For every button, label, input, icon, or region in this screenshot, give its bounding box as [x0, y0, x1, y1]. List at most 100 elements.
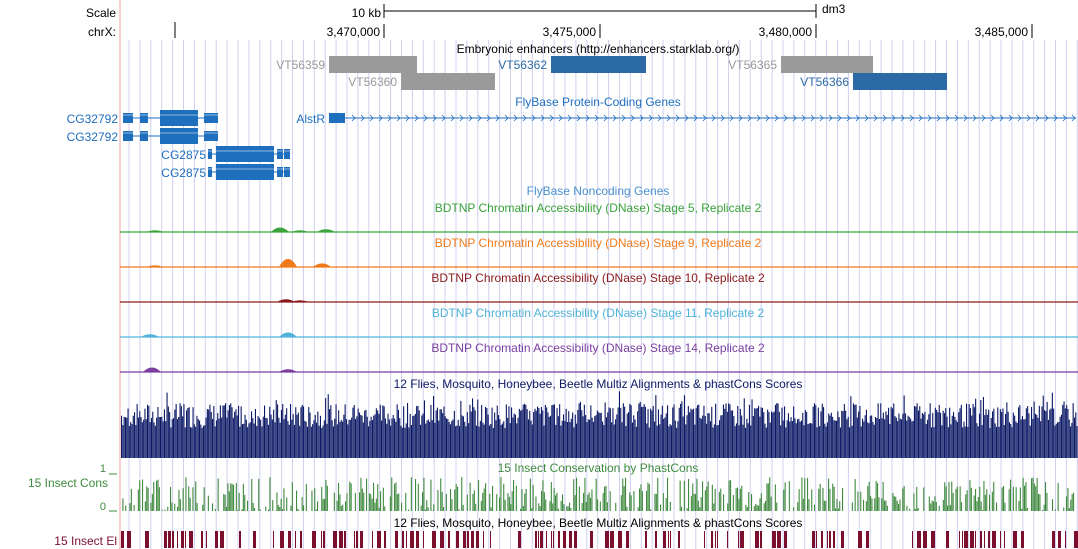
phastcons-bar [1070, 499, 1072, 511]
gene-exon[interactable] [277, 167, 283, 177]
enhancer-feature[interactable] [401, 73, 495, 90]
phastcons-bar [1022, 477, 1024, 511]
strand-arrow [999, 114, 1004, 122]
gene-exon[interactable] [284, 149, 290, 159]
gene-label[interactable]: CG32792 [67, 130, 119, 144]
conserved-element [711, 531, 713, 548]
conserved-element [946, 531, 949, 548]
dnase-tracks[interactable]: BDTNP Chromatin Accessibility (DNase) St… [120, 201, 1078, 373]
multiz-bar [930, 427, 932, 458]
phastcons-bar [130, 488, 132, 511]
multiz-bar [403, 406, 405, 458]
multiz-bar [620, 407, 622, 458]
gene-exon[interactable] [160, 110, 198, 126]
gene-exon[interactable] [204, 131, 218, 141]
gene-exon[interactable] [123, 131, 133, 141]
multiz-bar [884, 419, 886, 458]
phastcons-bar [899, 499, 901, 511]
multiz-bar [193, 424, 195, 458]
multiz-bar [797, 419, 799, 458]
multiz-bar [652, 406, 654, 458]
enhancer-feature[interactable] [551, 56, 646, 73]
alstr-exon[interactable] [329, 113, 345, 123]
multiz-bar [335, 404, 337, 458]
phastcons-bar [584, 477, 586, 511]
enhancer-label[interactable]: VT56365 [728, 58, 777, 72]
conserved-element [456, 531, 459, 548]
conserved-element [715, 531, 716, 548]
phastcons-bar [801, 477, 803, 511]
phastcons-bar [552, 503, 554, 511]
phastcons-bar [993, 481, 995, 511]
multiz-bar [199, 420, 201, 458]
phastcons-track[interactable] [122, 477, 1075, 511]
multiz-bar [352, 407, 354, 458]
strand-arrow [783, 114, 788, 122]
gene-label-alstr[interactable]: AlstR [296, 112, 325, 126]
multiz-bar [551, 405, 553, 458]
strand-arrow [468, 114, 473, 122]
phastcons-bar [499, 497, 501, 511]
multiz-bar [1012, 412, 1014, 458]
conserved-element [402, 531, 404, 548]
enhancer-feature[interactable] [781, 56, 873, 73]
phastcons-bar [394, 483, 396, 511]
multiz-bar [559, 404, 561, 458]
phastcons-bar [892, 493, 894, 511]
gene-exon[interactable] [208, 167, 212, 177]
conserved-element [354, 531, 355, 548]
phastcons-bar [340, 506, 342, 511]
genes-track[interactable]: CG32792 CG32792 CG2875 CG2875 AlstR [67, 110, 1076, 180]
gene-exon[interactable] [208, 149, 212, 159]
phastcons-bar [860, 491, 862, 511]
gene-exon[interactable] [284, 167, 290, 177]
phastcons-bar [178, 489, 180, 511]
gene-exon[interactable] [216, 146, 274, 162]
multiz-bar [507, 417, 509, 458]
phastcons-bar [973, 495, 975, 511]
ruler-tick-label: 3,480,000 [759, 25, 813, 39]
gene-exon[interactable] [204, 113, 218, 123]
gene-exon[interactable] [140, 113, 148, 123]
elements-side-label[interactable]: 15 Insect El [54, 534, 117, 548]
multiz-bar [1023, 419, 1025, 458]
gene-exon[interactable] [123, 113, 133, 123]
phastcons-bar [192, 487, 194, 511]
gene-exon[interactable] [216, 164, 274, 180]
multiz-bar [1051, 392, 1053, 458]
gene-label[interactable]: CG32792 [67, 112, 119, 126]
gene-label[interactable]: CG2875 [161, 166, 206, 180]
phastcons-bar [839, 501, 841, 511]
multiz-bar [565, 408, 567, 458]
enhancer-feature[interactable] [853, 73, 947, 90]
multiz-bar [332, 426, 334, 458]
enhancer-label[interactable]: VT56366 [800, 75, 849, 89]
phastcons-bar [179, 499, 181, 511]
multiz-bar [955, 420, 957, 458]
enhancer-label[interactable]: VT56362 [498, 58, 547, 72]
gene-exon[interactable] [140, 131, 148, 141]
elements-track[interactable] [121, 531, 1078, 548]
gene-exon[interactable] [160, 128, 198, 144]
multiz-bar [590, 405, 592, 458]
multiz-bar [282, 403, 284, 458]
multiz-bar [516, 423, 518, 458]
phastcons-bar [1031, 478, 1033, 511]
enhancer-label[interactable]: VT56359 [276, 58, 325, 72]
genes-track-title: FlyBase Protein-Coding Genes [515, 95, 680, 109]
multiz-bar [585, 415, 587, 458]
phastcons-bar [728, 480, 730, 511]
gene-exon[interactable] [277, 149, 283, 159]
gene-label[interactable]: CG2875 [161, 148, 206, 162]
multiz-bar [917, 410, 919, 458]
multiz-bar [823, 407, 825, 458]
phastcons-bar [1021, 508, 1023, 511]
multiz-track[interactable] [121, 391, 1078, 458]
phastcons-side-label[interactable]: 15 Insect Cons [28, 476, 108, 490]
enhancers-track[interactable]: VT56359 VT56360 VT56362 VT56365 VT56366 [276, 56, 947, 90]
phastcons-bar [349, 481, 351, 511]
enhancer-feature[interactable] [329, 56, 417, 73]
enhancer-label[interactable]: VT56360 [348, 75, 397, 89]
